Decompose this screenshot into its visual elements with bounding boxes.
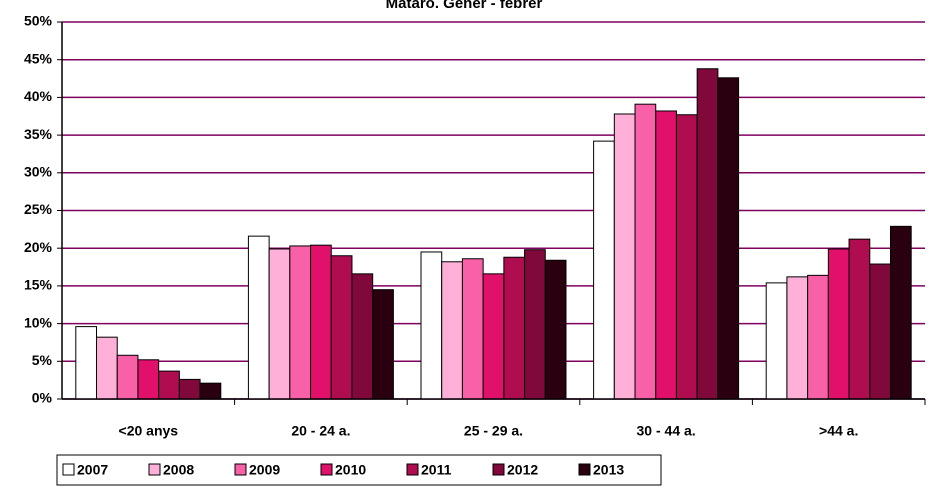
bar [503,256,526,400]
legend-swatch [320,463,333,476]
legend-label: 2010 [335,462,366,478]
y-tick-label: 15% [24,277,53,293]
bar [461,258,484,400]
bar [158,370,180,400]
bar [889,225,912,400]
y-tick-label: 40% [24,88,53,104]
bar [675,114,698,400]
legend-label: 2008 [163,462,194,478]
bar [330,255,353,400]
bar [247,235,270,400]
bar [289,245,312,400]
bar [807,274,829,400]
y-tick-label: 35% [24,126,53,142]
bar [717,77,740,400]
legend-label: 2013 [593,462,624,478]
bar [420,251,443,400]
y-tick-label: 20% [24,239,53,255]
bar [786,276,809,400]
x-tick-label: 25 - 29 a. [464,423,523,439]
bar [351,273,374,400]
x-tick-label: 20 - 24 a. [291,423,350,439]
bar [482,273,505,400]
bar [524,249,546,400]
legend-label: 2011 [421,462,452,478]
bar [310,244,332,400]
x-tick-label: >44 a. [819,423,858,439]
y-tick-label: 45% [24,50,53,66]
y-tick-label: 5% [32,352,53,368]
bar [765,282,788,400]
bar [372,289,394,400]
bar [441,261,463,400]
legend-label: 2012 [507,462,538,478]
y-tick-label: 30% [24,164,53,180]
bar [696,68,719,400]
bar [593,140,615,400]
y-tick-label: 50% [24,13,53,29]
bar [116,354,139,400]
chart-title: Mataró. Gener - febrer [386,0,543,12]
bar [848,238,871,400]
y-tick-label: 25% [24,201,53,217]
bar [137,359,160,400]
x-tick-label: <20 anys [119,423,179,439]
legend-label: 2007 [77,462,108,478]
legend-swatch [62,463,75,476]
bar [655,110,677,400]
bar [634,103,657,400]
bar [869,263,891,400]
bar [75,326,98,400]
bar [268,248,291,400]
bar [199,382,222,400]
y-tick-label: 0% [32,390,53,406]
legend-swatch [578,463,591,476]
legend-swatch [406,463,419,476]
legend-swatch [234,463,247,476]
y-tick-label: 10% [24,314,53,330]
bar [96,336,118,400]
bar [827,248,850,400]
x-tick-label: 30 - 44 a. [637,423,696,439]
bar [613,113,636,400]
bar [178,378,201,400]
legend-swatch [492,463,505,476]
legend-label: 2009 [249,462,280,478]
legend-swatch [148,463,161,476]
bar [544,259,567,400]
